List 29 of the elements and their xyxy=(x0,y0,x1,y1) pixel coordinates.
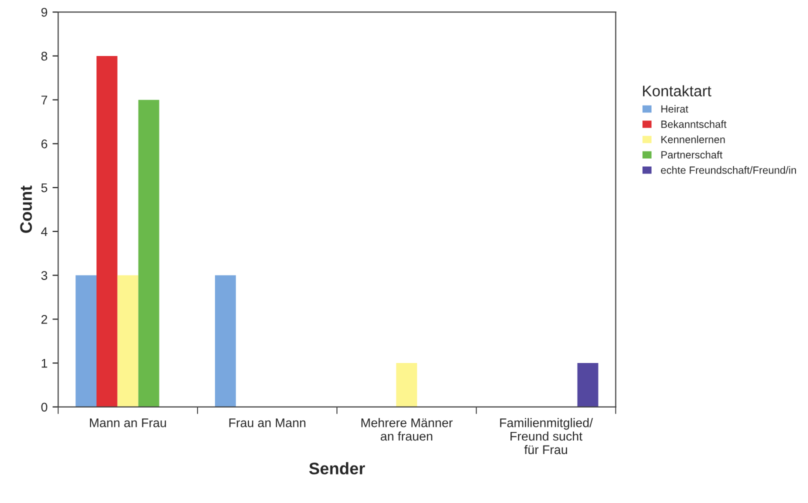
y-tick-label: 8 xyxy=(41,52,48,61)
legend-label: Kennenlernen xyxy=(661,136,725,144)
x-tick-label: Familienmitglied/ Freund sucht für Frau xyxy=(500,418,593,454)
y-tick-label: 9 xyxy=(41,8,48,17)
legend-label: echte Freundschaft/Freund/in xyxy=(660,166,796,174)
bar xyxy=(117,275,138,407)
bar xyxy=(214,275,236,407)
y-tick-label: 7 xyxy=(41,96,48,104)
y-tick-label: 2 xyxy=(41,314,48,324)
y-tick-label: 0 xyxy=(41,402,48,412)
y-tick-label: 4 xyxy=(41,227,48,236)
bar xyxy=(577,363,598,407)
legend-label: Partnerschaft xyxy=(661,150,722,159)
y-tick-label: 3 xyxy=(41,271,48,280)
y-tick-label: 5 xyxy=(41,183,48,192)
bar xyxy=(76,275,97,407)
bar xyxy=(96,56,118,407)
legend-label: Heirat xyxy=(661,105,688,113)
bar xyxy=(396,363,418,407)
x-tick-label: Frau an Mann xyxy=(229,418,306,428)
y-tick-label: 6 xyxy=(41,139,48,148)
y-tick-label: 1 xyxy=(42,358,48,368)
legend-title: Kontaktart xyxy=(643,85,712,96)
bar xyxy=(138,100,160,407)
x-tick-label: Mehrere Männer an frauen xyxy=(361,418,453,441)
y-axis-title: Count xyxy=(20,186,32,233)
x-tick-label: Mann an Frau xyxy=(90,418,166,428)
x-axis-title: Sender xyxy=(309,462,365,474)
legend-label: Bekanntschaft xyxy=(661,120,726,128)
